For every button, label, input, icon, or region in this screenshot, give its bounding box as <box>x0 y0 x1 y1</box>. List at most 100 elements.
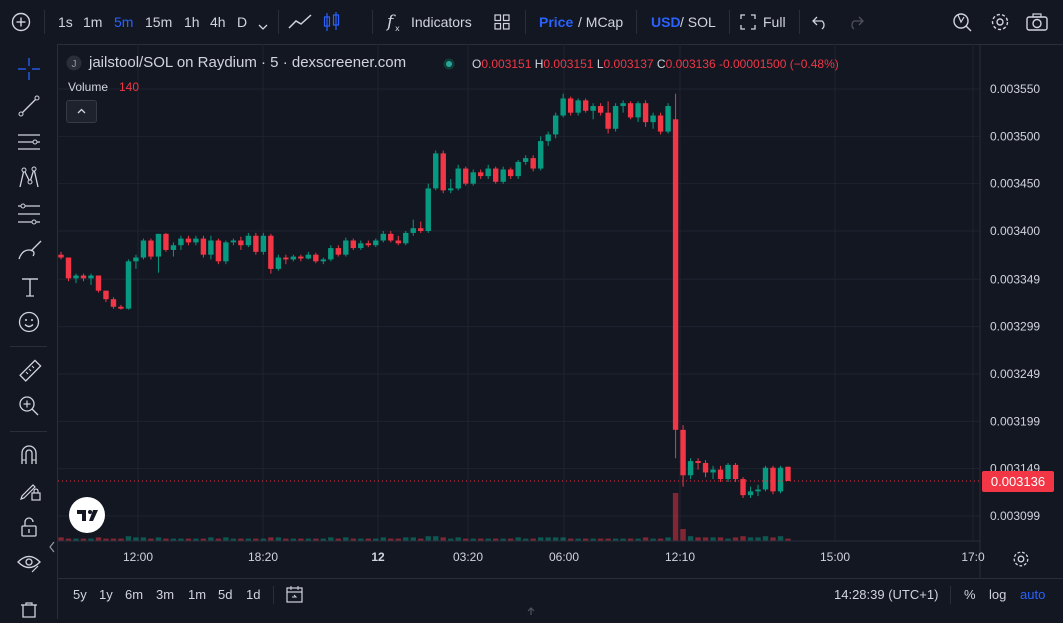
sol-toggle[interactable]: / SOL <box>680 14 716 30</box>
mcap-toggle[interactable]: / MCap <box>578 14 624 30</box>
volume-bar <box>717 537 724 541</box>
y-tick-label: 0.003400 <box>990 224 1040 238</box>
price-chart[interactable]: 0.003550 0.003500 0.003450 0.003400 0.003349… <box>58 44 1063 578</box>
volume-bar <box>80 538 87 541</box>
log-scale-toggle[interactable]: log <box>989 587 1007 602</box>
volume-bar <box>260 538 267 541</box>
tradingview-logo[interactable] <box>68 496 106 534</box>
volume-bar <box>500 538 506 541</box>
range-1y[interactable]: 1y <box>99 587 113 602</box>
trend-line-icon[interactable] <box>18 95 40 117</box>
range-6m[interactable]: 6m <box>125 587 144 602</box>
candle-body <box>770 467 776 492</box>
y-tick-label: 0.003299 <box>990 320 1040 334</box>
eye-icon[interactable] <box>17 552 41 574</box>
price-toggle[interactable]: Price <box>539 14 574 30</box>
candle-body <box>582 100 589 111</box>
volume-bar <box>627 538 634 541</box>
trash-icon[interactable] <box>20 602 38 618</box>
range-3m[interactable]: 3m <box>156 587 175 602</box>
auto-scale-toggle[interactable]: auto <box>1020 587 1046 602</box>
candle-body <box>725 464 731 480</box>
indicators-button[interactable]: Indicators <box>411 14 472 30</box>
volume-bar <box>755 537 761 541</box>
volume-bar <box>463 538 469 541</box>
emoji-icon[interactable] <box>18 311 40 333</box>
add-symbol-icon[interactable] <box>11 12 31 32</box>
volume-bar <box>365 538 371 541</box>
interval-1m[interactable]: 1m <box>83 14 103 30</box>
interval-5m[interactable]: 5m <box>114 14 134 30</box>
interval-1h[interactable]: 1h <box>184 14 200 30</box>
horizontal-lines-icon[interactable] <box>17 131 41 153</box>
candle-body <box>80 275 87 279</box>
clock-time[interactable]: 14:28:39 (UTC+1) <box>834 587 939 602</box>
range-5d[interactable]: 5d <box>218 587 233 602</box>
candle-body <box>740 479 746 496</box>
drag-handle-icon[interactable] <box>526 602 536 615</box>
line-chart-type-icon[interactable] <box>288 12 312 32</box>
candle-body <box>155 233 162 257</box>
volume-bar <box>73 538 79 541</box>
volume-bar <box>687 536 694 541</box>
pattern-icon[interactable] <box>18 166 40 190</box>
percent-scale-toggle[interactable]: % <box>964 587 976 602</box>
toolbar-divider <box>273 586 274 604</box>
redo-icon[interactable] <box>848 14 864 30</box>
fib-retracement-icon[interactable] <box>17 203 41 225</box>
candle-body <box>590 106 596 111</box>
text-tool-icon[interactable] <box>20 276 40 298</box>
high-key: H <box>534 57 544 71</box>
volume-bar <box>777 536 784 541</box>
interval-15m[interactable]: 15m <box>145 14 173 30</box>
fullscreen-button[interactable]: Full <box>763 14 786 30</box>
camera-icon[interactable] <box>1026 13 1048 31</box>
settings-gear-icon[interactable] <box>990 12 1010 32</box>
axis-settings-gear-icon[interactable] <box>1012 550 1030 568</box>
range-5y[interactable]: 5y <box>73 587 87 602</box>
volume-bar <box>223 537 229 541</box>
fullscreen-icon[interactable] <box>740 14 756 30</box>
lock-drawing-icon[interactable] <box>18 480 42 502</box>
volume-bar <box>305 538 312 541</box>
chart-pane[interactable]: 0.003550 0.003500 0.003450 0.003400 0.003349… <box>58 44 1063 619</box>
candle-body <box>552 115 559 135</box>
candle-body <box>118 306 124 309</box>
interval-4h[interactable]: 4h <box>210 14 226 30</box>
range-1m[interactable]: 1m <box>188 587 207 602</box>
undo-icon[interactable] <box>812 14 828 30</box>
unlock-icon[interactable] <box>19 516 39 538</box>
candle-body <box>695 461 701 463</box>
candle-body <box>755 489 761 492</box>
candle-body <box>223 242 229 262</box>
brush-icon[interactable] <box>17 239 43 261</box>
interval-1s[interactable]: 1s <box>58 14 73 30</box>
candle-body <box>507 169 514 177</box>
volume-bar <box>95 537 102 541</box>
collapse-legend-button[interactable] <box>66 100 97 123</box>
quick-search-icon[interactable] <box>952 11 972 33</box>
candles-chart-type-icon[interactable] <box>322 11 342 33</box>
volume-bar <box>65 538 72 541</box>
symbol-title[interactable]: jailstool/SOL on Raydium · 5 · dexscreen… <box>89 54 407 71</box>
y-tick-label: 0.003450 <box>990 177 1040 191</box>
range-1d[interactable]: 1d <box>246 587 261 602</box>
collapse-panel-icon[interactable] <box>47 540 57 554</box>
ruler-icon[interactable] <box>18 359 42 383</box>
candle-body <box>463 168 469 184</box>
crosshair-icon[interactable] <box>17 57 41 81</box>
usd-toggle[interactable]: USD <box>651 14 681 30</box>
goto-date-icon[interactable] <box>285 585 305 605</box>
chevron-down-icon[interactable] <box>258 18 268 30</box>
candle-body <box>230 240 237 243</box>
volume-bar <box>373 538 379 541</box>
candle-body <box>478 172 484 177</box>
candle-body <box>717 469 724 480</box>
magnet-icon[interactable] <box>19 444 39 466</box>
candle-body <box>380 233 386 241</box>
zoom-in-icon[interactable] <box>18 395 40 417</box>
candle-body <box>320 259 327 262</box>
interval-d[interactable]: D <box>237 14 248 30</box>
layout-grid-icon[interactable] <box>494 14 510 30</box>
